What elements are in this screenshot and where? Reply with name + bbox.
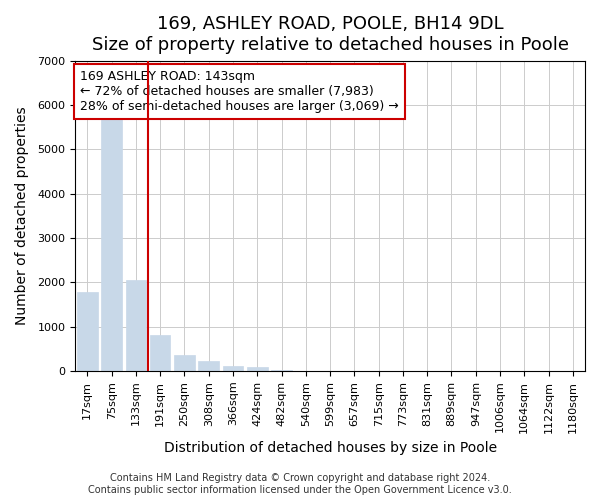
Bar (174, 354, 195, 371)
Bar (223, 366, 243, 371)
Text: 169 ASHLEY ROAD: 143sqm
← 72% of detached houses are smaller (7,983)
28% of semi: 169 ASHLEY ROAD: 143sqm ← 72% of detache… (80, 70, 399, 113)
Y-axis label: Number of detached properties: Number of detached properties (15, 106, 29, 325)
Bar (199, 361, 219, 371)
Bar (77, 292, 98, 371)
Bar (101, 116, 122, 371)
Bar (125, 280, 146, 371)
Bar (150, 335, 170, 371)
Title: 169, ASHLEY ROAD, POOLE, BH14 9DL
Size of property relative to detached houses i: 169, ASHLEY ROAD, POOLE, BH14 9DL Size o… (92, 15, 569, 54)
Text: Contains HM Land Registry data © Crown copyright and database right 2024.
Contai: Contains HM Land Registry data © Crown c… (88, 474, 512, 495)
Bar (271, 370, 292, 371)
X-axis label: Distribution of detached houses by size in Poole: Distribution of detached houses by size … (164, 441, 497, 455)
Bar (247, 368, 268, 371)
